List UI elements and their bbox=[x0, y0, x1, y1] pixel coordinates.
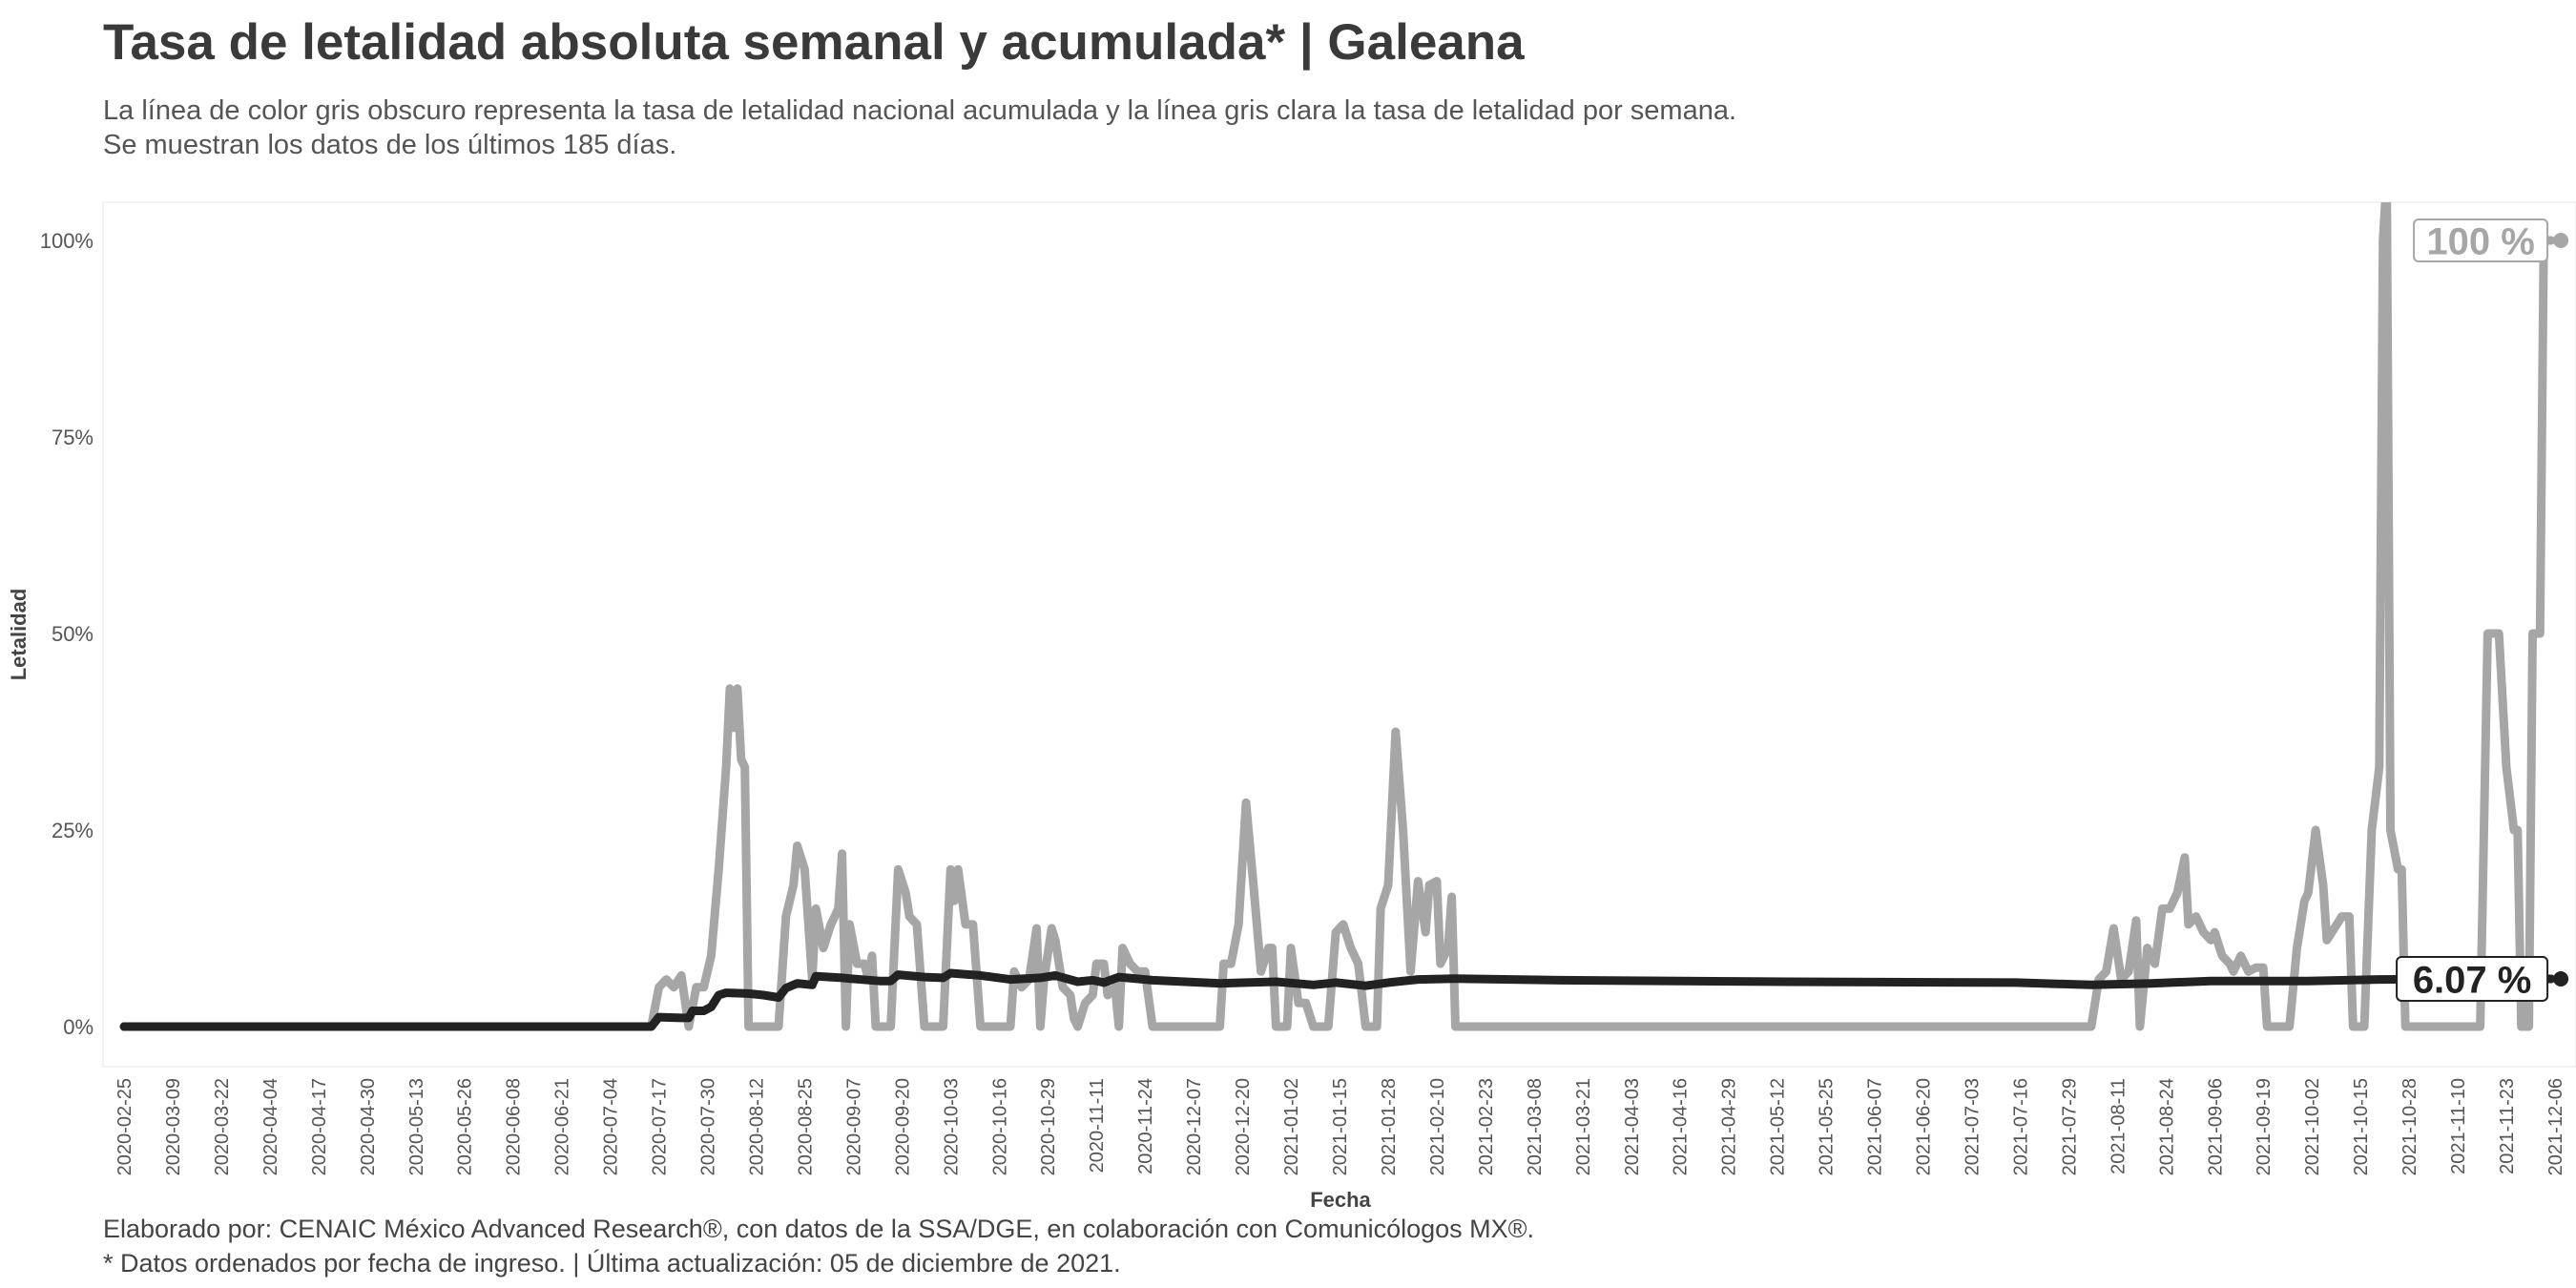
x-tick-label: 2020-05-26 bbox=[455, 1078, 476, 1175]
end-label-acumulada: 6.07 % bbox=[2413, 959, 2532, 1001]
x-tick-label: 2020-12-20 bbox=[1233, 1078, 1254, 1175]
end-point-semanal bbox=[2553, 233, 2569, 248]
x-tick-label: 2020-07-04 bbox=[601, 1078, 622, 1175]
x-tick-label: 2020-10-29 bbox=[1038, 1078, 1059, 1175]
x-tick-label: 2020-06-21 bbox=[552, 1078, 573, 1175]
x-tick-label: 2020-03-09 bbox=[163, 1078, 184, 1175]
x-tick-label: 2021-02-10 bbox=[1427, 1078, 1448, 1175]
x-tick-label: 2020-09-07 bbox=[843, 1078, 864, 1175]
x-tick-label: 2021-05-25 bbox=[1817, 1078, 1838, 1175]
x-tick-label: 2021-08-24 bbox=[2156, 1078, 2177, 1175]
x-tick-label: 2021-10-15 bbox=[2351, 1078, 2372, 1175]
x-axis: 2020-02-25 2020-03-09 2020-03-22 2020-04-04… bbox=[114, 1078, 2566, 1175]
y-tick-label: 75% bbox=[52, 426, 93, 449]
x-tick-label: 2021-09-19 bbox=[2254, 1078, 2275, 1175]
end-point-acumulada bbox=[2553, 970, 2569, 987]
x-tick-label: 2021-07-16 bbox=[2010, 1078, 2031, 1175]
subtitle-line-1: La línea de color gris obscuro represent… bbox=[103, 95, 1737, 126]
series-lines bbox=[119, 202, 2556, 1031]
x-tick-label: 2020-10-03 bbox=[941, 1078, 962, 1175]
x-tick-label: 2020-04-30 bbox=[358, 1078, 379, 1175]
y-tick-label: 50% bbox=[52, 622, 93, 646]
x-tick-label: 2020-11-24 bbox=[1135, 1078, 1156, 1174]
x-tick-label: 2021-01-28 bbox=[1379, 1078, 1400, 1175]
x-tick-label: 2021-09-06 bbox=[2205, 1078, 2226, 1175]
x-tick-label: 2020-06-08 bbox=[504, 1078, 525, 1175]
end-labels: 100 % 6.07 % bbox=[2396, 218, 2569, 1002]
x-tick-label: 2021-02-23 bbox=[1476, 1078, 1497, 1175]
series-line-acumulada bbox=[119, 968, 2556, 1031]
x-tick-label: 2021-01-15 bbox=[1330, 1078, 1351, 1175]
chart-caption: Elaborado por: CENAIC México Advanced Re… bbox=[103, 1212, 2545, 1280]
x-tick-label: 2021-10-28 bbox=[2399, 1078, 2420, 1175]
x-tick-label: 2020-04-04 bbox=[260, 1078, 281, 1175]
x-tick-label: 2021-07-03 bbox=[1962, 1078, 1983, 1175]
x-tick-label: 2021-08-11 bbox=[2108, 1078, 2129, 1174]
x-tick-label: 2021-04-29 bbox=[1719, 1078, 1740, 1175]
x-tick-label: 2021-10-02 bbox=[2302, 1078, 2323, 1175]
x-tick-label: 2021-06-07 bbox=[1865, 1078, 1886, 1175]
caption-line-1: Elaborado por: CENAIC México Advanced Re… bbox=[103, 1215, 1535, 1243]
x-tick-label: 2020-04-17 bbox=[309, 1078, 330, 1175]
x-tick-label: 2021-03-21 bbox=[1573, 1078, 1594, 1175]
x-tick-label: 2020-08-12 bbox=[746, 1078, 767, 1175]
y-axis-title: Letalidad bbox=[7, 589, 31, 681]
x-tick-label: 2020-02-25 bbox=[114, 1078, 135, 1175]
x-tick-label: 2021-05-12 bbox=[1768, 1078, 1789, 1175]
x-tick-label: 2020-05-13 bbox=[406, 1078, 427, 1175]
x-tick-label: 2021-03-08 bbox=[1525, 1078, 1546, 1175]
x-tick-label: 2021-12-06 bbox=[2545, 1078, 2566, 1175]
chart-subtitle: La línea de color gris obscuro represent… bbox=[103, 93, 2545, 162]
subtitle-line-2: Se muestran los datos de los últimos 185… bbox=[103, 130, 677, 160]
x-tick-label: 2020-09-20 bbox=[892, 1078, 913, 1175]
end-label-box-acumulada bbox=[2396, 955, 2549, 1002]
x-tick-label: 2021-01-02 bbox=[1281, 1078, 1302, 1175]
x-tick-label: 2020-07-17 bbox=[650, 1078, 671, 1175]
chart-title: Tasa de letalidad absoluta semanal y acu… bbox=[103, 14, 1525, 71]
x-tick-label: 2021-07-29 bbox=[2059, 1078, 2080, 1175]
y-tick-label: 0% bbox=[63, 1015, 93, 1039]
x-tick-label: 2021-04-03 bbox=[1622, 1078, 1643, 1175]
plot-panel bbox=[102, 201, 2576, 1068]
series-line-semanal bbox=[119, 202, 2556, 1031]
y-tick-label: 25% bbox=[52, 819, 93, 842]
x-tick-label: 2021-06-20 bbox=[1914, 1078, 1935, 1175]
y-tick-label: 100% bbox=[40, 229, 93, 253]
y-axis: 0% 25% 50% 75% 100% bbox=[40, 229, 93, 1039]
x-tick-label: 2021-11-23 bbox=[2497, 1078, 2518, 1174]
x-tick-label: 2021-04-16 bbox=[1671, 1078, 1692, 1175]
end-label-semanal: 100 % bbox=[2426, 220, 2534, 262]
x-tick-label: 2020-08-25 bbox=[795, 1078, 816, 1175]
x-axis-title: Fecha bbox=[1310, 1188, 1371, 1212]
x-tick-label: 2020-10-16 bbox=[989, 1078, 1010, 1175]
x-tick-label: 2020-12-07 bbox=[1184, 1078, 1205, 1175]
caption-line-2: * Datos ordenados por fecha de ingreso. … bbox=[103, 1249, 1121, 1278]
x-tick-label: 2021-11-10 bbox=[2448, 1078, 2469, 1174]
x-tick-label: 2020-03-22 bbox=[212, 1078, 233, 1175]
x-tick-label: 2020-11-11 bbox=[1087, 1078, 1108, 1173]
end-label-box-semanal bbox=[2413, 218, 2549, 262]
x-tick-label: 2020-07-30 bbox=[698, 1078, 719, 1175]
